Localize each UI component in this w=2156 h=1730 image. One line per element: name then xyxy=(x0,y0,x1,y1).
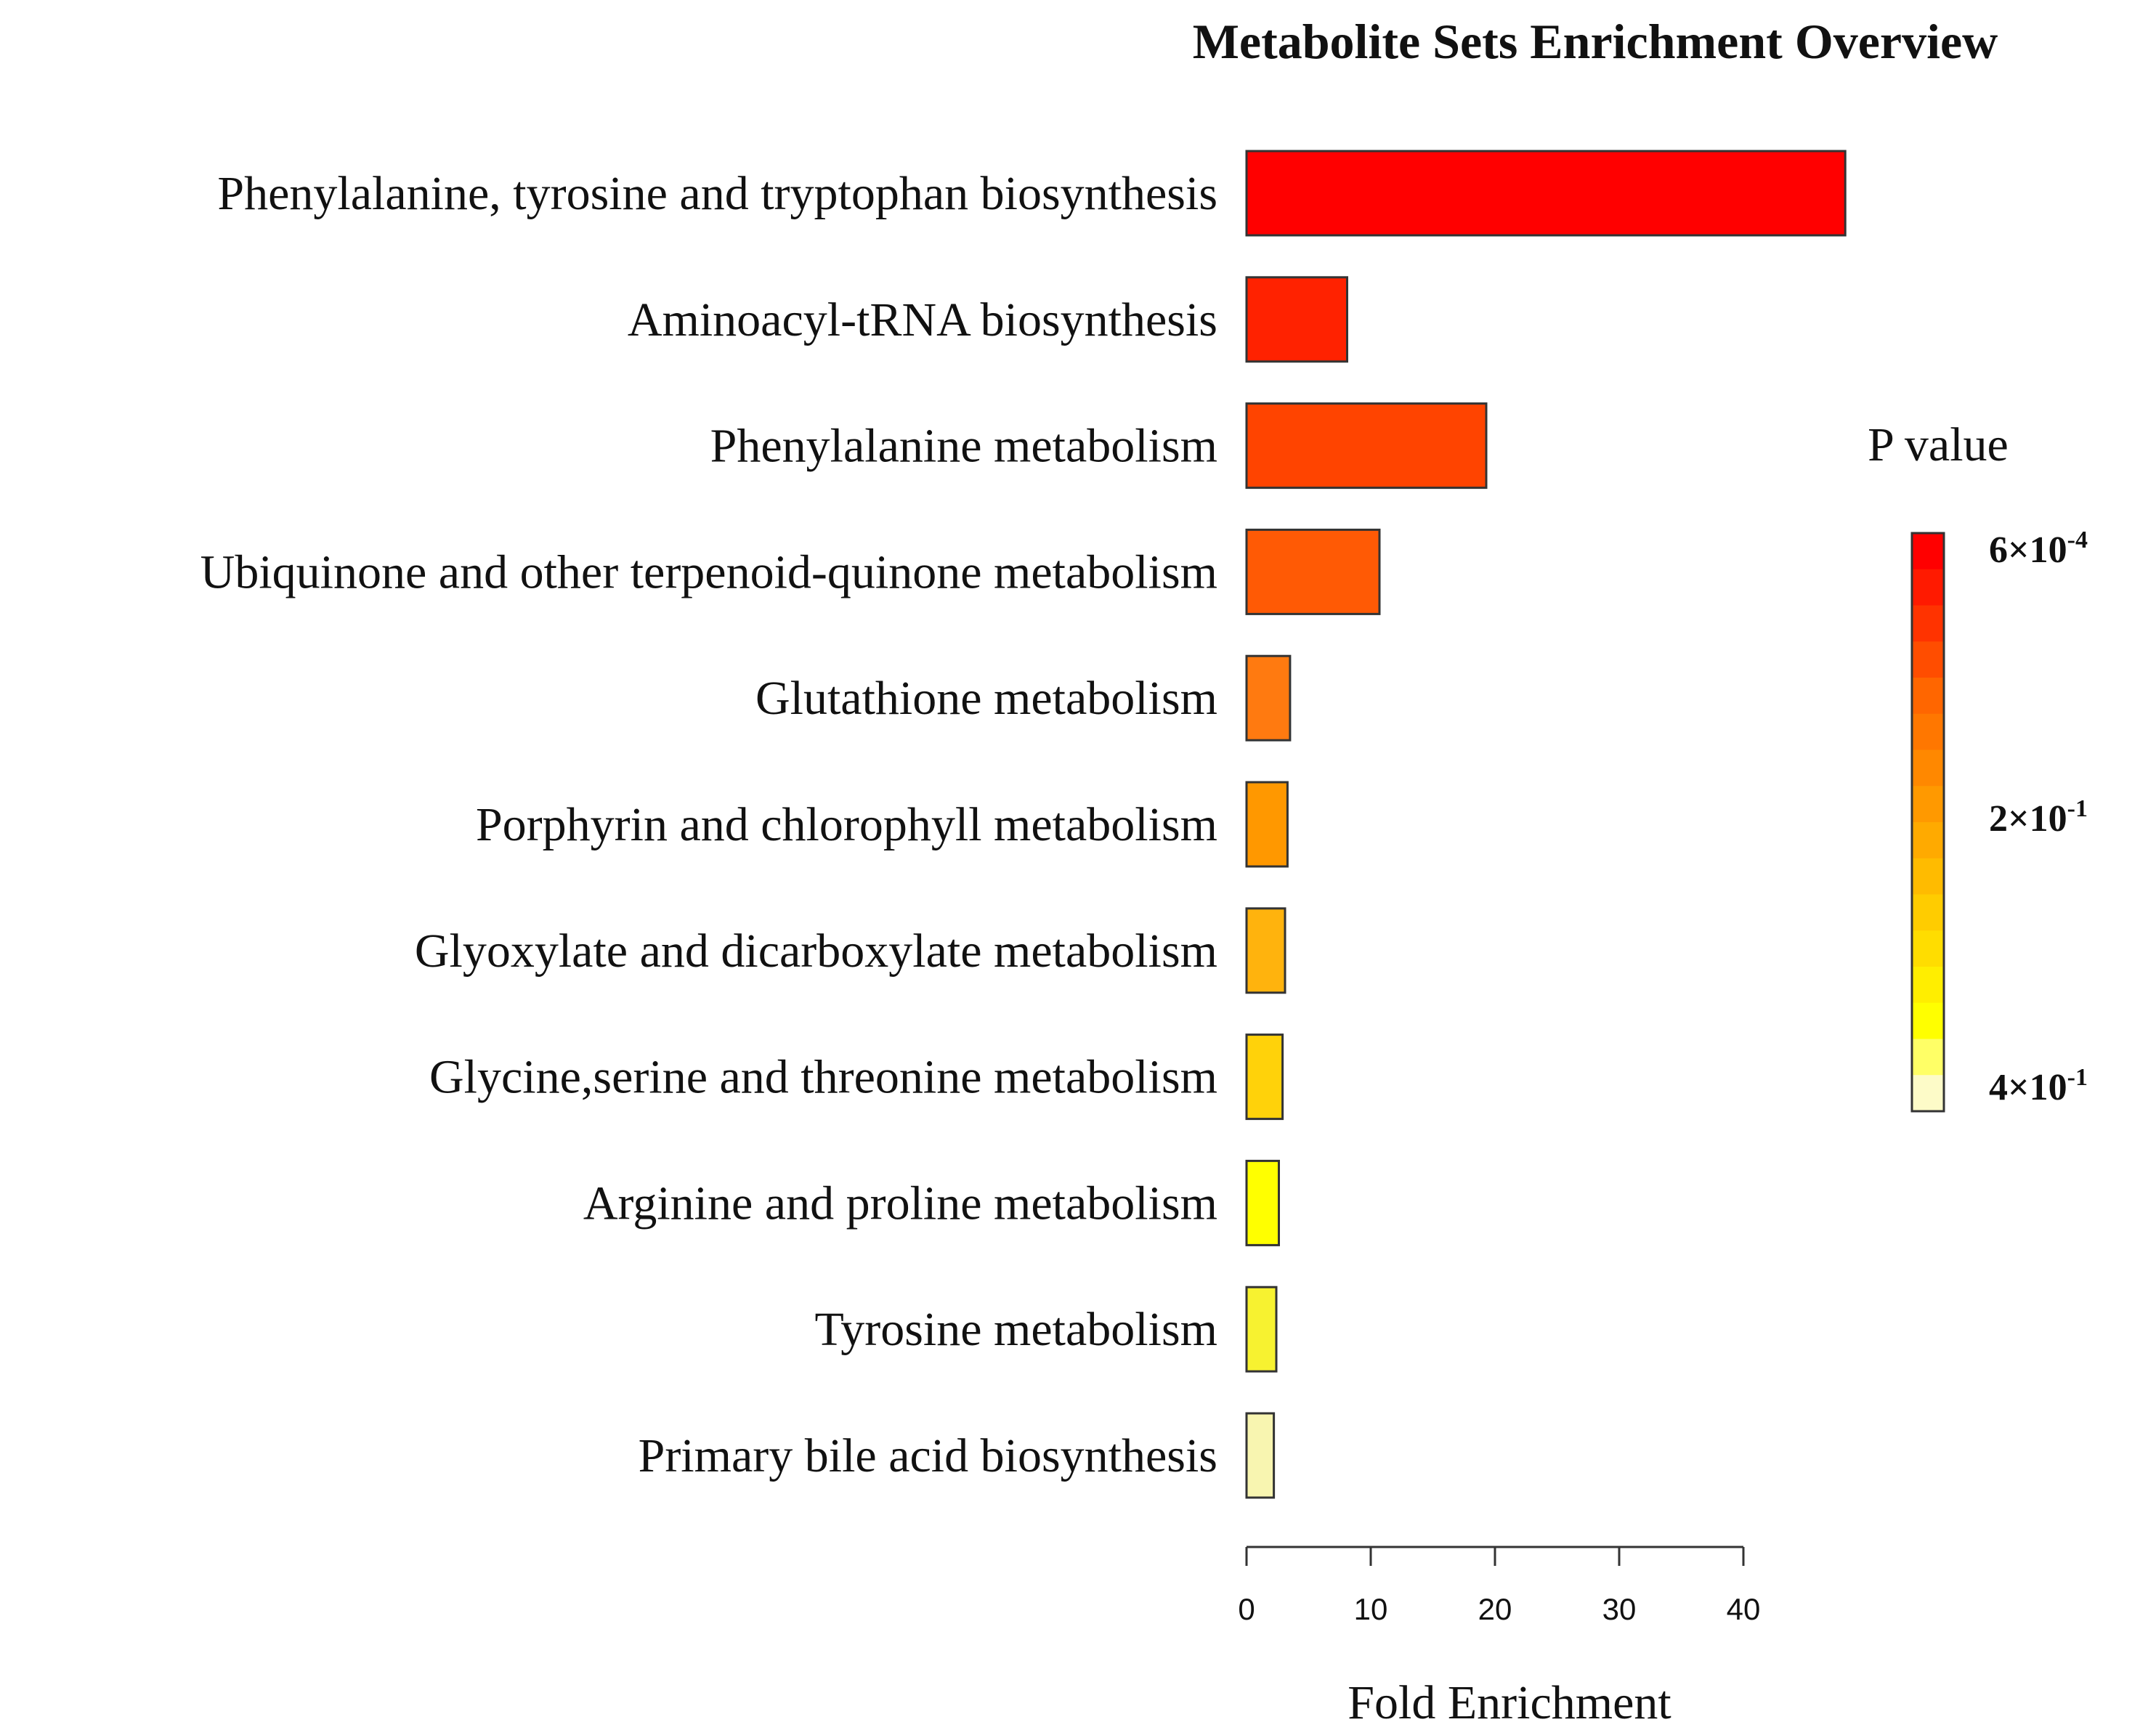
legend-swatch-2 xyxy=(1912,569,1944,606)
legend-tick-labels: 6×10-4 2×10-1 4×10-1 xyxy=(1989,527,2088,1108)
legend-swatch-6 xyxy=(1912,713,1944,751)
legend-swatch-15 xyxy=(1912,1039,1944,1076)
category-label-3: Phenylalanine metabolism xyxy=(710,420,1217,473)
bar-7 xyxy=(1245,907,1286,994)
bar-2 xyxy=(1245,276,1348,363)
x-axis: 0 10 20 30 40 xyxy=(1238,1546,1761,1626)
category-label-8: Glycine,serine and threonine metabolism xyxy=(429,1051,1217,1104)
legend-swatch-8 xyxy=(1912,786,1944,823)
legend-swatch-16 xyxy=(1912,1075,1944,1112)
category-label-4: Ubiquinone and other terpenoid-quinone m… xyxy=(200,545,1217,598)
x-tick-label-40: 40 xyxy=(1727,1592,1761,1626)
legend-tick-label-2: 2×10-1 xyxy=(1989,795,2088,840)
bar-10 xyxy=(1245,1286,1278,1373)
legend-swatch-11 xyxy=(1912,894,1944,931)
legend-swatch-4 xyxy=(1912,641,1944,678)
x-tick-label-10: 10 xyxy=(1354,1592,1388,1626)
bar-6 xyxy=(1245,781,1289,868)
bar-5 xyxy=(1245,654,1292,742)
legend-colorbar-border xyxy=(1910,532,1945,1113)
bar-9 xyxy=(1245,1159,1280,1246)
x-tick-label-20: 20 xyxy=(1478,1592,1512,1626)
bar-8 xyxy=(1245,1033,1284,1121)
x-axis-title: Fold Enrichment xyxy=(1348,1676,1671,1729)
category-label-6: Porphyrin and chlorophyll metabolism xyxy=(476,798,1217,851)
category-label-2: Aminoacyl-tRNA biosynthesis xyxy=(628,293,1217,346)
color-legend: P value 6×10-4 2×10-1 4×10-1 xyxy=(1868,418,2088,1113)
bar-3 xyxy=(1245,402,1488,490)
legend-swatch-13 xyxy=(1912,967,1944,1004)
legend-swatch-9 xyxy=(1912,822,1944,859)
legend-swatch-10 xyxy=(1912,858,1944,896)
legend-swatch-1 xyxy=(1912,533,1944,570)
legend-swatch-7 xyxy=(1912,750,1944,787)
category-label-5: Glutathione metabolism xyxy=(755,672,1217,725)
category-label-9: Arginine and proline metabolism xyxy=(583,1177,1217,1230)
legend-tick-label-3: 4×10-1 xyxy=(1989,1064,2088,1108)
x-tick-label-0: 0 xyxy=(1238,1592,1255,1626)
legend-swatch-3 xyxy=(1912,605,1944,642)
bar-1 xyxy=(1245,150,1847,237)
category-label-11: Primary bile acid biosynthesis xyxy=(639,1429,1217,1482)
legend-swatch-5 xyxy=(1912,678,1944,715)
bar-11 xyxy=(1245,1412,1276,1499)
category-label-1: Phenylalanine, tyrosine and tryptophan b… xyxy=(217,167,1217,220)
bars-group xyxy=(1245,150,1847,1499)
bar-4 xyxy=(1245,528,1381,615)
category-label-7: Glyoxylate and dicarboxylate metabolism xyxy=(415,925,1217,978)
legend-tick-label-1: 6×10-4 xyxy=(1989,527,2088,571)
legend-swatch-14 xyxy=(1912,1002,1944,1040)
legend-title: P value xyxy=(1868,418,2009,471)
chart-title: Metabolite Sets Enrichment Overview xyxy=(1193,14,1998,69)
legend-colorbar xyxy=(1910,532,1945,1113)
x-tick-label-30: 30 xyxy=(1602,1592,1637,1626)
category-label-10: Tyrosine metabolism xyxy=(815,1303,1217,1356)
legend-swatch-12 xyxy=(1912,930,1944,967)
category-labels: Phenylalanine, tyrosine and tryptophan b… xyxy=(200,167,1217,1482)
